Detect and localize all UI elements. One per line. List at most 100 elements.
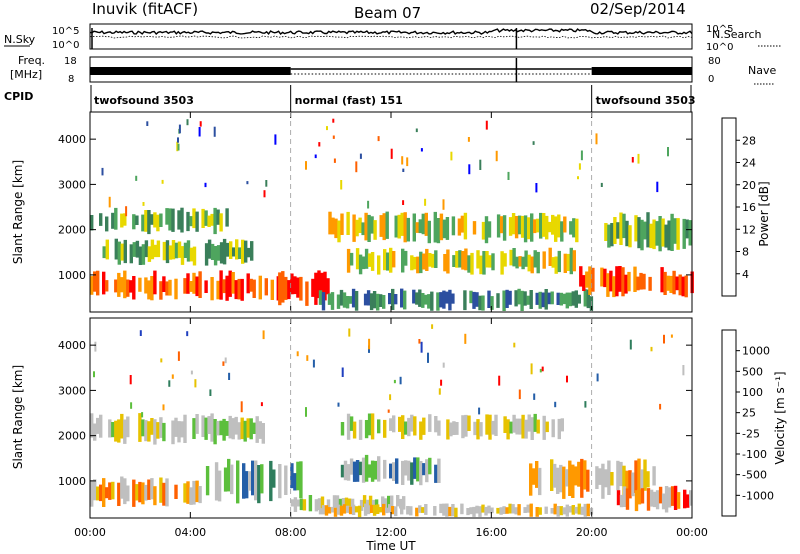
velocity-cell: [511, 504, 515, 514]
velocity-cell: [366, 505, 371, 515]
power-scatter: [161, 179, 164, 184]
power-scatter: [135, 175, 138, 181]
velocity-cell: [418, 505, 422, 513]
velocity-cell: [335, 495, 340, 513]
power-cell: [153, 270, 157, 295]
power-cell: [523, 215, 528, 243]
power-cell: [326, 278, 330, 295]
power-scatter: [199, 121, 202, 127]
velocity-cell: [448, 506, 452, 517]
velocity-cell: [518, 418, 522, 435]
velocity-cell: [452, 421, 456, 435]
velocity-scatter: [139, 330, 142, 336]
power-cell: [198, 271, 202, 298]
power-cell: [688, 220, 692, 246]
power-cell: [349, 252, 354, 266]
velocity-cell: [324, 505, 329, 516]
velocity-cell: [610, 472, 614, 486]
velocity-cell: [532, 468, 536, 485]
velocity-cell: [550, 459, 554, 491]
power-cell: [572, 218, 576, 238]
velocity-cell: [451, 504, 455, 517]
power-cell: [159, 281, 163, 300]
power-cell: [222, 238, 227, 265]
power-heatmap: [90, 118, 694, 311]
velocity-cell: [535, 461, 539, 488]
power-cell: [372, 291, 377, 309]
power-cbar-tick-label: 4: [742, 268, 749, 281]
power-cell: [511, 213, 516, 235]
velocity-cell: [99, 484, 103, 502]
velocity-cell: [231, 418, 235, 440]
date-title: 02/Sep/2014: [590, 0, 686, 18]
power-cell: [588, 266, 592, 295]
velocity-cell: [568, 460, 572, 496]
velocity-cell: [120, 476, 124, 499]
power-cell: [433, 211, 437, 243]
velocity-cell: [628, 470, 632, 499]
power-cell: [114, 207, 118, 230]
velocity-cell: [434, 464, 438, 483]
power-cell: [168, 245, 173, 260]
power-cell: [542, 213, 546, 237]
velocity-scatter: [194, 379, 197, 388]
power-cell: [105, 280, 109, 292]
velocity-cell: [252, 422, 256, 434]
power-cell: [583, 289, 587, 307]
velocity-ytick-label: 3000: [58, 384, 86, 397]
power-cell: [676, 218, 680, 250]
velocity-cell: [214, 462, 219, 501]
velocity-cell: [491, 420, 495, 435]
velocity-cell: [159, 417, 163, 438]
velocity-cell: [686, 494, 690, 508]
power-cell: [636, 276, 640, 291]
power-scatter: [265, 180, 268, 187]
velocity-cbar-tick-label: 25: [742, 407, 756, 420]
power-cell: [382, 295, 386, 309]
velocity-cell: [340, 422, 345, 436]
power-cell: [237, 278, 241, 300]
velocity-scatter: [478, 407, 481, 415]
velocity-cell: [419, 421, 423, 440]
velocity-cell: [383, 459, 387, 479]
velocity-cell: [545, 421, 549, 433]
velocity-cell: [269, 460, 273, 502]
velocity-cell: [419, 461, 423, 486]
power-cell: [240, 278, 244, 301]
velocity-cell: [398, 416, 402, 432]
power-scatter: [332, 135, 335, 139]
power-cell: [509, 249, 513, 266]
velocity-cell: [349, 458, 354, 475]
x-ticklabels: 00:00 04:00 08:00 12:00 16:00 20:00 00:00: [74, 526, 708, 539]
power-cell: [120, 243, 124, 261]
power-cell: [192, 208, 196, 229]
velocity-cell: [387, 495, 391, 511]
power-cell: [377, 255, 381, 275]
noise-tick-bottom-left: 10^0: [52, 40, 79, 51]
nave-tick-bottom: 0: [708, 74, 714, 85]
velocity-cell: [352, 421, 357, 439]
power-cell: [569, 247, 573, 275]
velocity-cell: [619, 461, 623, 487]
velocity-cell: [258, 421, 262, 439]
power-cell: [249, 278, 253, 292]
power-cell: [458, 250, 462, 268]
power-cell: [105, 239, 109, 260]
velocity-cell: [249, 418, 253, 440]
velocity-cell: [135, 484, 139, 501]
velocity-cell: [529, 463, 533, 496]
x-tick-label: 20:00: [576, 526, 608, 539]
power-cell: [363, 293, 368, 306]
power-cell: [526, 295, 530, 305]
power-cell: [609, 270, 613, 292]
velocity-scatter: [312, 359, 315, 368]
power-cell: [427, 294, 431, 309]
power-cell: [150, 239, 155, 260]
velocity-cell: [111, 422, 115, 438]
velocity-cell: [205, 466, 210, 496]
power-cell: [669, 275, 673, 293]
velocity-scatter: [305, 407, 307, 417]
power-cell: [643, 221, 647, 240]
power-cell: [660, 267, 664, 293]
power-cell: [542, 251, 546, 269]
